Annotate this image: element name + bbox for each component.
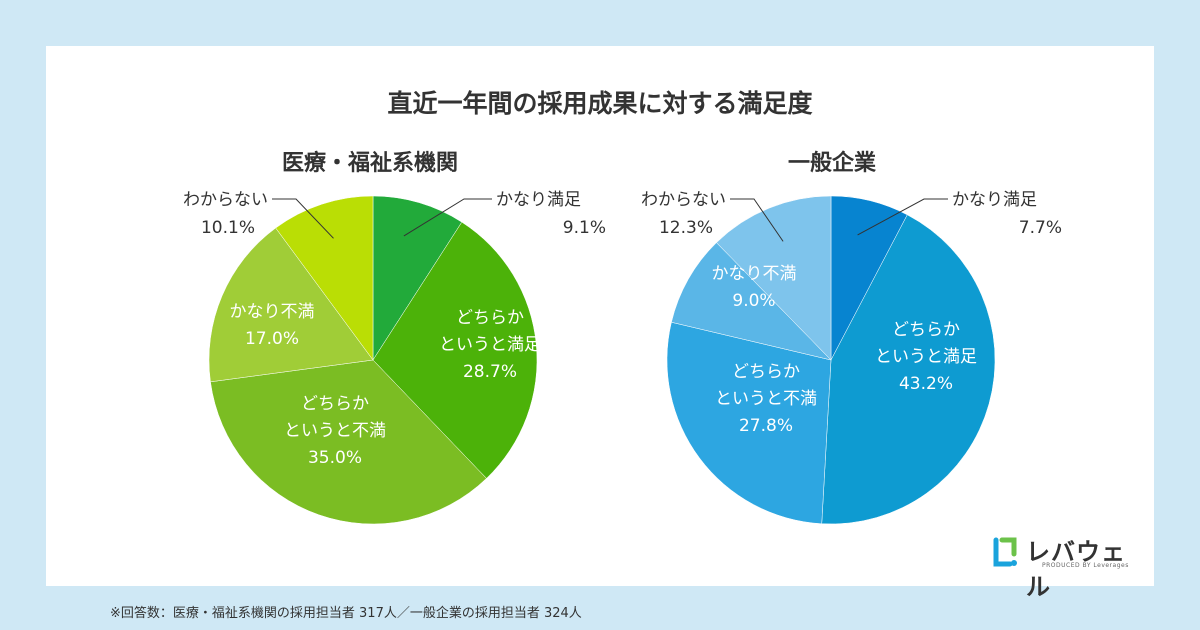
slice-value-label: 43.2% [899, 374, 953, 394]
pie-title-general: 一般企業 [788, 150, 877, 176]
brand-logo: レバウェル PRODUCED BY Leverages [990, 532, 1150, 601]
slice-category-label: というと不満 [284, 421, 386, 441]
brand-logo-icon [993, 537, 1017, 567]
slice-category-label: かなり満足 [496, 190, 581, 210]
pie-slice [671, 242, 832, 361]
leader-line [857, 198, 948, 236]
slice-value-label: 27.8% [739, 416, 793, 436]
slice-category-label: どちらか [892, 320, 960, 340]
slice-category-label: かなり不満 [712, 264, 797, 284]
slice-value-label: 28.7% [463, 362, 517, 382]
brand-name: レバウェル [1026, 538, 1126, 601]
pie-title-medical: 医療・福祉系機関 [282, 150, 458, 176]
slice-category-label: わからない [183, 190, 268, 210]
chart-canvas: 直近一年間の採用成果に対する満足度 医療・福祉系機関 一般企業 かなり満足 9.1… [183, 89, 1062, 525]
slice-value-label: 10.1% [201, 218, 255, 238]
slice-value-label: 12.3% [659, 218, 713, 238]
slice-value-label: 17.0% [245, 329, 299, 349]
pie-general-company: かなり満足7.7%どちらかというと満足43.2%どちらかというと不満27.8%か… [641, 190, 1062, 525]
pie-slice [210, 359, 487, 525]
leader-line [403, 198, 492, 237]
footnote: ※回答数：医療・福祉系機関の採用担当者 317人／一般企業の採用担当者 324人 [110, 606, 582, 621]
leader-line [272, 198, 334, 239]
chart-title: 直近一年間の採用成果に対する満足度 [387, 89, 812, 118]
slice-category-label: というと満足 [439, 335, 541, 355]
slice-category-label: どちらか [732, 362, 800, 382]
slice-value-label: 7.7% [1019, 218, 1062, 238]
pie-slice [666, 321, 832, 525]
slice-category-label: どちらか [456, 308, 524, 328]
pie-slice [208, 227, 374, 383]
pie-slice [716, 195, 832, 361]
slice-category-label: というと満足 [875, 347, 977, 367]
pie-slice [821, 214, 996, 525]
brand-tagline: PRODUCED BY Leverages [1042, 562, 1129, 569]
slice-category-label: わからない [641, 190, 726, 210]
slice-value-label: 9.0% [732, 291, 775, 311]
pie-slice [275, 195, 374, 361]
slice-category-label: かなり不満 [230, 302, 315, 322]
slice-value-label: 35.0% [308, 448, 362, 468]
slice-category-label: どちらか [301, 394, 369, 414]
chart-card: 直近一年間の採用成果に対する満足度 医療・福祉系機関 一般企業 かなり満足 9.1… [46, 46, 1154, 621]
slice-category-label: というと不満 [715, 389, 817, 409]
pie-medical-welfare: かなり満足9.1%どちらかというと満足28.7%どちらかというと不満35.0%か… [183, 190, 606, 525]
slice-value-label: 9.1% [563, 218, 606, 238]
pie-slice [372, 221, 538, 479]
leader-line [730, 198, 784, 242]
slice-category-label: かなり満足 [952, 190, 1037, 210]
pie-slice [372, 195, 463, 361]
